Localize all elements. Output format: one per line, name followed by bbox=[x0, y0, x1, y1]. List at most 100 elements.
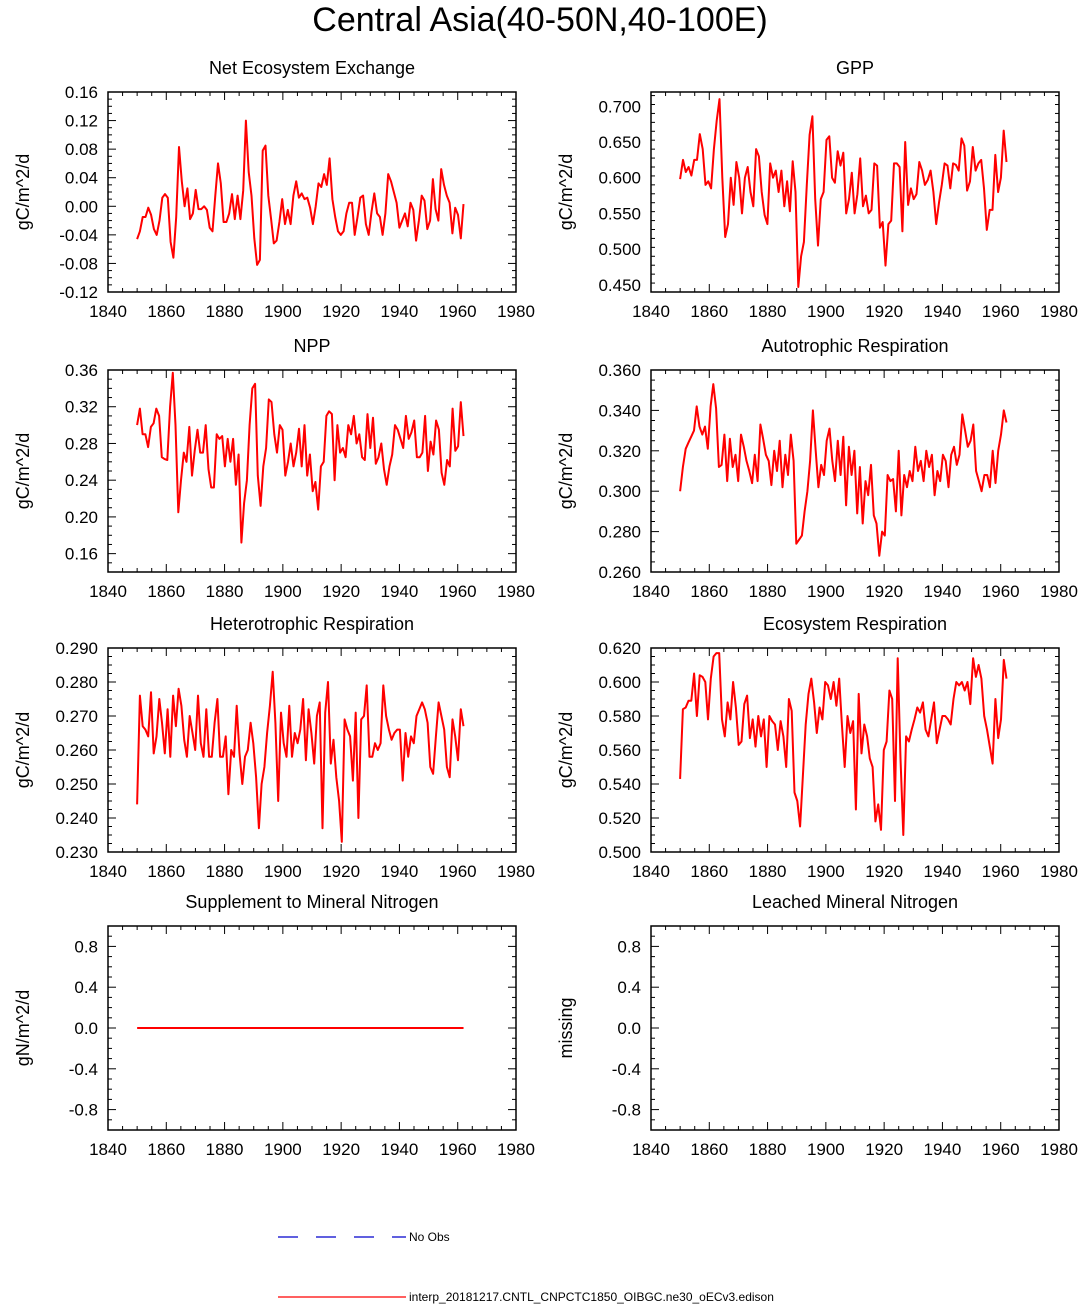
y-tick-label: 0.540 bbox=[598, 775, 641, 794]
x-tick-label: 1880 bbox=[749, 862, 787, 881]
y-tick-label: 0.32 bbox=[65, 398, 98, 417]
y-tick-label: 0.290 bbox=[55, 639, 98, 658]
x-tick-label: 1880 bbox=[749, 1140, 787, 1159]
x-tick-label: 1980 bbox=[497, 582, 535, 601]
y-tick-label: 0.16 bbox=[65, 83, 98, 102]
y-tick-label: -0.4 bbox=[612, 1060, 641, 1079]
y-tick-label: 0.580 bbox=[598, 707, 641, 726]
x-tick-label: 1920 bbox=[865, 582, 903, 601]
y-tick-label: 0.280 bbox=[55, 673, 98, 692]
y-tick-label: 0.4 bbox=[617, 978, 641, 997]
x-tick-label: 1940 bbox=[381, 862, 419, 881]
y-tick-label: 0.28 bbox=[65, 434, 98, 453]
y-tick-label: 0.320 bbox=[598, 442, 641, 461]
y-tick-label: 0.520 bbox=[598, 809, 641, 828]
series-line bbox=[679, 383, 1008, 557]
x-tick-label: 1880 bbox=[206, 302, 244, 321]
x-tick-label: 1840 bbox=[632, 1140, 670, 1159]
x-tick-label: 1940 bbox=[924, 582, 962, 601]
x-tick-label: 1840 bbox=[89, 302, 127, 321]
y-tick-label: 0.36 bbox=[65, 361, 98, 380]
y-tick-label: 0.280 bbox=[598, 523, 641, 542]
y-tick-label: 0.0 bbox=[617, 1019, 641, 1038]
y-axis-label: gC/m^2/d bbox=[556, 154, 576, 230]
panel-title: GPP bbox=[836, 58, 874, 78]
y-tick-label: -0.8 bbox=[612, 1101, 641, 1120]
x-tick-label: 1880 bbox=[749, 302, 787, 321]
y-tick-label: 0.8 bbox=[617, 937, 641, 956]
y-axis-label: gC/m^2/d bbox=[13, 433, 33, 509]
plot-frame bbox=[107, 91, 517, 293]
legend-obs-label: No Obs bbox=[409, 1230, 450, 1244]
x-tick-label: 1980 bbox=[1040, 302, 1078, 321]
x-tick-label: 1920 bbox=[322, 302, 360, 321]
y-tick-label: -0.08 bbox=[59, 254, 98, 273]
x-tick-label: 1840 bbox=[632, 862, 670, 881]
y-tick-label: 0.360 bbox=[598, 361, 641, 380]
x-tick-label: 1900 bbox=[807, 582, 845, 601]
y-tick-label: 0.8 bbox=[74, 937, 98, 956]
x-tick-label: 1960 bbox=[982, 302, 1020, 321]
x-tick-label: 1840 bbox=[632, 302, 670, 321]
y-tick-label: 0.08 bbox=[65, 140, 98, 159]
panel-8: Leached Mineral Nitrogen missing 1840 1860 1… bbox=[556, 892, 1078, 1159]
x-tick-label: 1880 bbox=[206, 582, 244, 601]
legend-model-label: interp_20181217.CNTL_CNPCTC1850_OIBGC.ne… bbox=[409, 1290, 774, 1304]
plot-frame bbox=[650, 91, 1060, 293]
y-tick-label: 0.500 bbox=[598, 240, 641, 259]
y-axis-label: missing bbox=[556, 997, 576, 1058]
y-tick-label: 0.600 bbox=[598, 169, 641, 188]
series-line bbox=[136, 371, 465, 544]
x-tick-label: 1920 bbox=[865, 1140, 903, 1159]
y-tick-label: 0.600 bbox=[598, 673, 641, 692]
x-tick-label: 1900 bbox=[807, 302, 845, 321]
y-tick-label: 0.24 bbox=[65, 471, 98, 490]
plot-frame bbox=[107, 925, 517, 1131]
y-tick-label: 0.260 bbox=[55, 741, 98, 760]
panel-3: NPP gC/m^2/d 1840 1860 1880 1900 1920 1940 1960 1… bbox=[13, 336, 535, 601]
x-tick-label: 1900 bbox=[264, 1140, 302, 1159]
x-tick-label: 1900 bbox=[807, 862, 845, 881]
y-tick-label: 0.4 bbox=[74, 978, 98, 997]
y-axis-label: gN/m^2/d bbox=[13, 990, 33, 1066]
x-tick-label: 1940 bbox=[924, 302, 962, 321]
x-tick-label: 1900 bbox=[264, 582, 302, 601]
panel-7: Supplement to Mineral Nitrogen gN/m^2/d 18… bbox=[13, 892, 535, 1159]
plot-frame bbox=[107, 369, 517, 573]
x-tick-label: 1960 bbox=[439, 1140, 477, 1159]
x-tick-label: 1860 bbox=[690, 302, 728, 321]
x-tick-label: 1860 bbox=[147, 1140, 185, 1159]
x-tick-label: 1860 bbox=[690, 582, 728, 601]
series-line bbox=[136, 119, 465, 266]
x-tick-label: 1840 bbox=[89, 1140, 127, 1159]
panel-title: Heterotrophic Respiration bbox=[210, 614, 414, 634]
x-tick-label: 1860 bbox=[147, 302, 185, 321]
x-tick-label: 1920 bbox=[322, 862, 360, 881]
x-tick-label: 1940 bbox=[381, 582, 419, 601]
x-tick-label: 1880 bbox=[206, 862, 244, 881]
x-tick-label: 1960 bbox=[439, 302, 477, 321]
x-tick-label: 1940 bbox=[381, 1140, 419, 1159]
plot-frame bbox=[107, 647, 517, 853]
panel-5: Heterotrophic Respiration gC/m^2/d 1840 186… bbox=[13, 614, 535, 881]
x-tick-label: 1960 bbox=[439, 582, 477, 601]
x-tick-label: 1920 bbox=[865, 302, 903, 321]
x-tick-label: 1980 bbox=[497, 862, 535, 881]
x-tick-label: 1840 bbox=[89, 862, 127, 881]
y-tick-label: 0.0 bbox=[74, 1019, 98, 1038]
y-tick-label: 0.270 bbox=[55, 707, 98, 726]
y-axis-label: gC/m^2/d bbox=[13, 154, 33, 230]
plot-frame bbox=[650, 369, 1060, 573]
y-tick-label: 0.230 bbox=[55, 843, 98, 862]
x-tick-label: 1860 bbox=[690, 1140, 728, 1159]
y-tick-label: -0.8 bbox=[69, 1101, 98, 1120]
x-tick-label: 1860 bbox=[147, 582, 185, 601]
x-tick-label: 1880 bbox=[749, 582, 787, 601]
x-tick-label: 1940 bbox=[381, 302, 419, 321]
y-tick-label: 0.300 bbox=[598, 482, 641, 501]
y-tick-label: -0.12 bbox=[59, 283, 98, 302]
x-tick-label: 1980 bbox=[1040, 582, 1078, 601]
panel-title: Supplement to Mineral Nitrogen bbox=[185, 892, 438, 912]
x-tick-label: 1980 bbox=[1040, 1140, 1078, 1159]
panel-2: GPP gC/m^2/d 1840 1860 1880 1900 1920 1940 1960 1… bbox=[556, 58, 1078, 321]
